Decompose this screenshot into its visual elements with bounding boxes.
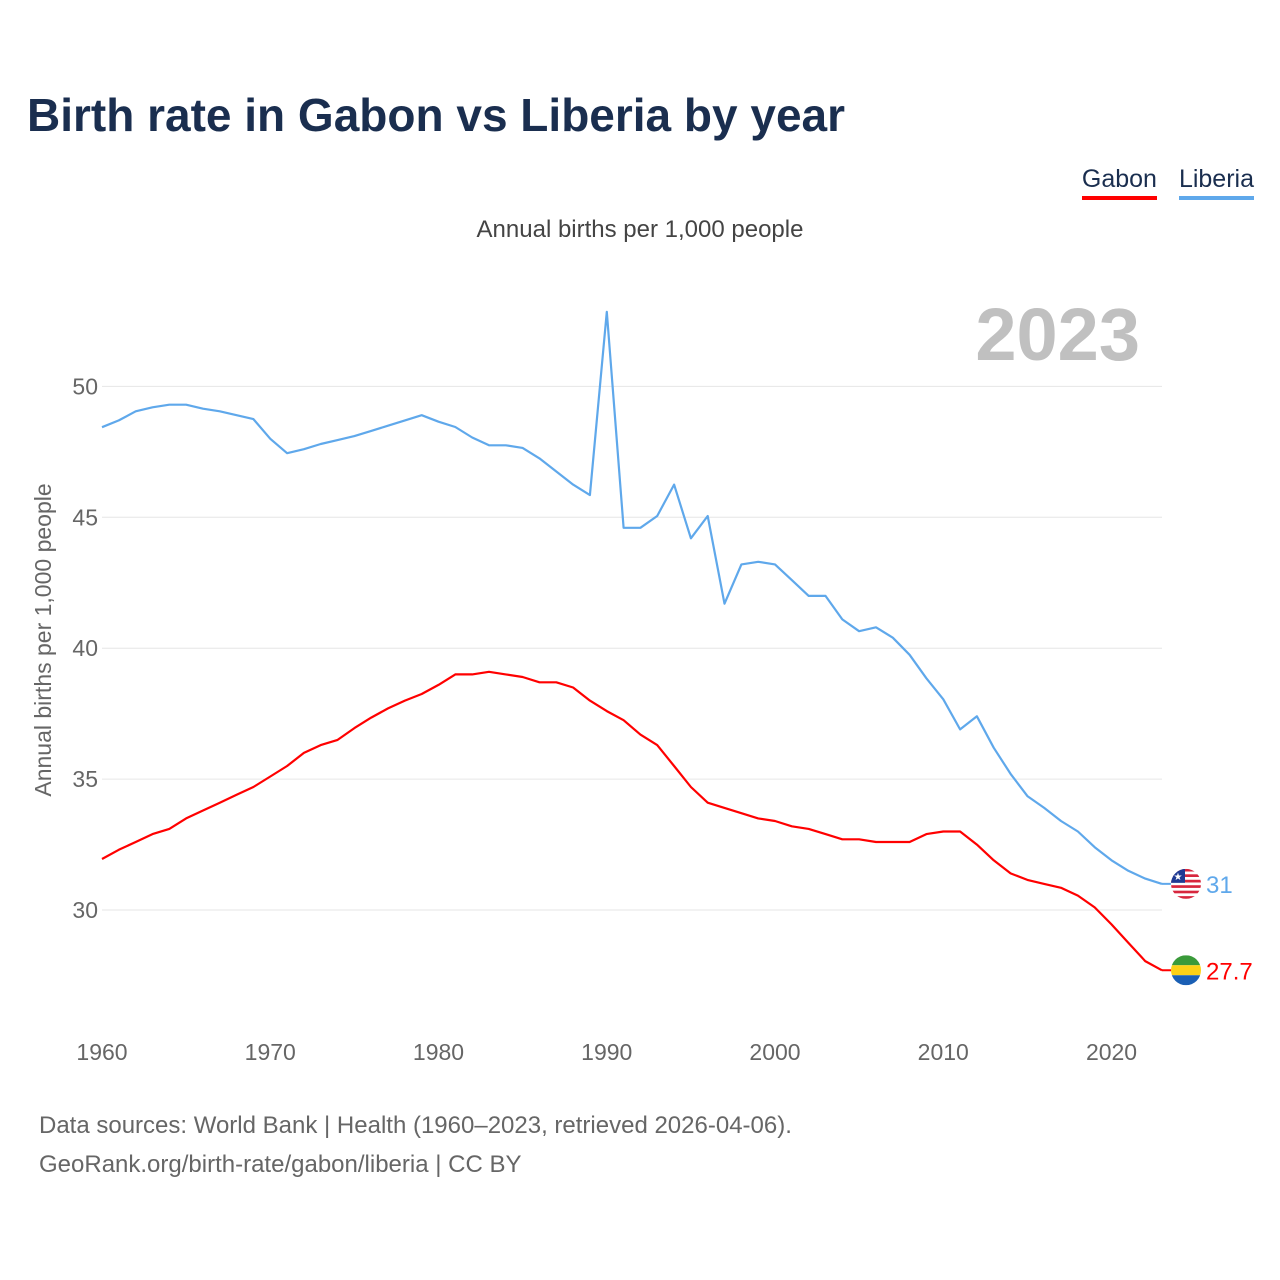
x-tick-label: 2020 bbox=[1086, 1039, 1137, 1065]
x-tick-label: 1960 bbox=[76, 1039, 127, 1065]
footer: Data sources: World Bank | Health (1960–… bbox=[39, 1106, 792, 1184]
y-axis-label: Annual births per 1,000 people bbox=[30, 483, 56, 796]
legend: Gabon Liberia bbox=[1081, 165, 1254, 200]
legend-gabon[interactable]: Gabon bbox=[1081, 165, 1157, 200]
gabon-flag-icon bbox=[1171, 955, 1201, 986]
liberia-flag-icon: ★ bbox=[1171, 868, 1201, 899]
chart-subtitle: Annual births per 1,000 people bbox=[476, 216, 804, 243]
y-tick-label: 50 bbox=[72, 373, 98, 399]
end-value-label: 31 bbox=[1206, 872, 1233, 899]
series-line-gabon bbox=[101, 670, 1163, 972]
year-label: 2023 bbox=[975, 293, 1140, 376]
x-tick-label: 1970 bbox=[245, 1039, 296, 1065]
chart-title: Birth rate in Gabon vs Liberia by year bbox=[27, 89, 846, 141]
x-tick-label: 1990 bbox=[581, 1039, 632, 1065]
legend-liberia[interactable]: Liberia bbox=[1178, 165, 1254, 200]
x-tick-label: 2000 bbox=[749, 1039, 800, 1065]
x-tick-label: 1980 bbox=[413, 1039, 464, 1065]
y-tick-label: 30 bbox=[72, 897, 98, 923]
footer-sources: Data sources: World Bank | Health (1960–… bbox=[39, 1112, 792, 1139]
end-value-label: 27.7 bbox=[1206, 958, 1253, 985]
y-tick-label: 35 bbox=[72, 766, 98, 792]
y-tick-label: 45 bbox=[72, 504, 98, 530]
series-line-liberia bbox=[101, 310, 1163, 885]
x-tick-label: 2010 bbox=[918, 1039, 969, 1065]
svg-text:★: ★ bbox=[1174, 872, 1183, 883]
y-tick-label: 40 bbox=[72, 635, 98, 661]
footer-url[interactable]: GeoRank.org/birth-rate/gabon/liberia | C… bbox=[39, 1151, 522, 1178]
